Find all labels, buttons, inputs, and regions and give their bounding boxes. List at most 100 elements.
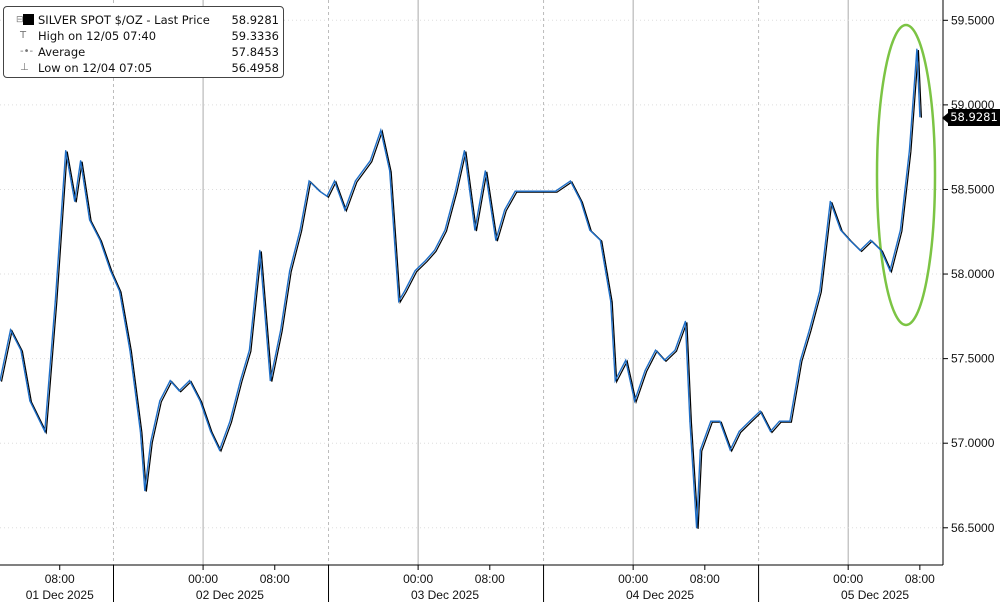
data-point — [625, 359, 627, 361]
average-marker-icon: -•- — [20, 46, 34, 57]
highlight-ellipse — [875, 23, 937, 327]
legend-low-value: 56.4958 — [231, 61, 279, 75]
last-price-pointer — [942, 113, 948, 123]
legend-low-label: Low on 12/04 07:05 — [38, 61, 153, 75]
series-swatch — [23, 14, 34, 25]
data-point — [819, 290, 821, 292]
x-tick-label: 00:00 — [403, 572, 433, 586]
data-point — [65, 149, 67, 152]
data-point — [674, 349, 676, 351]
data-point — [139, 430, 141, 432]
legend-low: ⊥ Low on 12/04 07:05 56.4958 — [12, 60, 279, 76]
data-point — [644, 369, 646, 372]
data-point — [269, 380, 271, 382]
data-point — [318, 190, 321, 192]
high-marker-icon: T — [20, 30, 27, 41]
data-point — [9, 329, 12, 331]
data-point — [769, 430, 772, 432]
data-point — [696, 527, 698, 529]
data-point — [849, 239, 851, 241]
last-price-label: 58.9281 — [948, 109, 1000, 126]
data-point — [380, 129, 382, 131]
data-point — [495, 239, 497, 241]
y-tick-label: 59.0000 — [951, 98, 995, 112]
legend-high-label: High on 12/05 07:40 — [38, 29, 157, 43]
data-point — [159, 400, 161, 402]
y-tick-label: 56.5000 — [951, 521, 995, 535]
data-point — [398, 300, 400, 302]
data-point — [444, 229, 446, 231]
data-point — [899, 229, 902, 231]
price-line-dark — [0, 50, 922, 529]
low-marker-icon: ⊥ — [20, 62, 29, 73]
data-point — [634, 400, 636, 402]
x-tick-label: 08:00 — [45, 572, 75, 586]
data-point — [829, 200, 831, 202]
data-point — [569, 180, 572, 182]
data-point — [880, 249, 882, 251]
data-point — [169, 380, 171, 382]
data-point — [178, 390, 180, 392]
data-point — [229, 420, 231, 422]
data-point — [299, 229, 301, 231]
legend-average-value: 57.8453 — [231, 45, 279, 59]
data-point — [799, 359, 801, 361]
data-point — [504, 209, 506, 211]
y-tick-label: 57.0000 — [951, 436, 995, 450]
data-point — [424, 259, 427, 262]
data-point — [99, 239, 101, 241]
data-point — [29, 400, 31, 402]
data-point — [144, 489, 146, 492]
data-point — [129, 349, 131, 351]
collapse-icon[interactable]: ⊟ — [16, 15, 24, 25]
legend: ⊟ SILVER SPOT $/OZ - Last Price 58.9281 … — [3, 6, 284, 78]
legend-series-name: SILVER SPOT $/OZ - Last Price — [38, 13, 210, 27]
data-point — [74, 200, 76, 202]
data-point — [414, 270, 416, 272]
data-point — [308, 180, 310, 182]
legend-last-price: 58.9281 — [231, 13, 279, 27]
data-point — [749, 420, 751, 422]
date-label: 05 Dec 2025 — [841, 588, 909, 602]
x-tick-label: 08:00 — [475, 572, 505, 586]
data-point — [354, 180, 356, 182]
x-tick-label: 08:00 — [905, 572, 935, 586]
data-point — [729, 449, 731, 451]
legend-average: -•- Average 57.8453 — [12, 44, 279, 60]
data-point — [326, 195, 328, 197]
data-point — [789, 420, 791, 422]
data-point — [738, 430, 740, 432]
legend-high-value: 59.3336 — [231, 29, 279, 43]
data-point — [0, 380, 1, 382]
data-point — [759, 410, 761, 412]
legend-average-label: Average — [38, 45, 86, 59]
data-point — [80, 160, 82, 162]
data-point — [919, 116, 921, 118]
data-point — [209, 430, 212, 432]
data-point — [54, 300, 56, 302]
data-point — [189, 380, 191, 382]
data-point — [610, 300, 612, 302]
data-point — [344, 209, 346, 211]
data-point — [118, 290, 121, 292]
legend-series: ⊟ SILVER SPOT $/OZ - Last Price 58.9281 — [12, 12, 279, 28]
data-point — [333, 180, 336, 182]
x-tick-label: 00:00 — [833, 572, 863, 586]
date-label: 03 Dec 2025 — [411, 588, 479, 602]
data-point — [248, 349, 250, 351]
data-point — [280, 329, 282, 331]
data-point — [433, 249, 436, 251]
data-point — [239, 380, 242, 382]
data-point — [808, 329, 810, 331]
x-tick-label: 08:00 — [260, 572, 290, 586]
x-tick-label: 00:00 — [188, 572, 218, 586]
data-point — [869, 239, 872, 241]
data-point — [20, 349, 22, 351]
data-point — [710, 420, 712, 422]
data-point — [580, 200, 582, 202]
data-point — [218, 449, 221, 451]
data-point — [614, 380, 616, 382]
data-point — [109, 270, 112, 272]
data-point — [778, 420, 781, 422]
